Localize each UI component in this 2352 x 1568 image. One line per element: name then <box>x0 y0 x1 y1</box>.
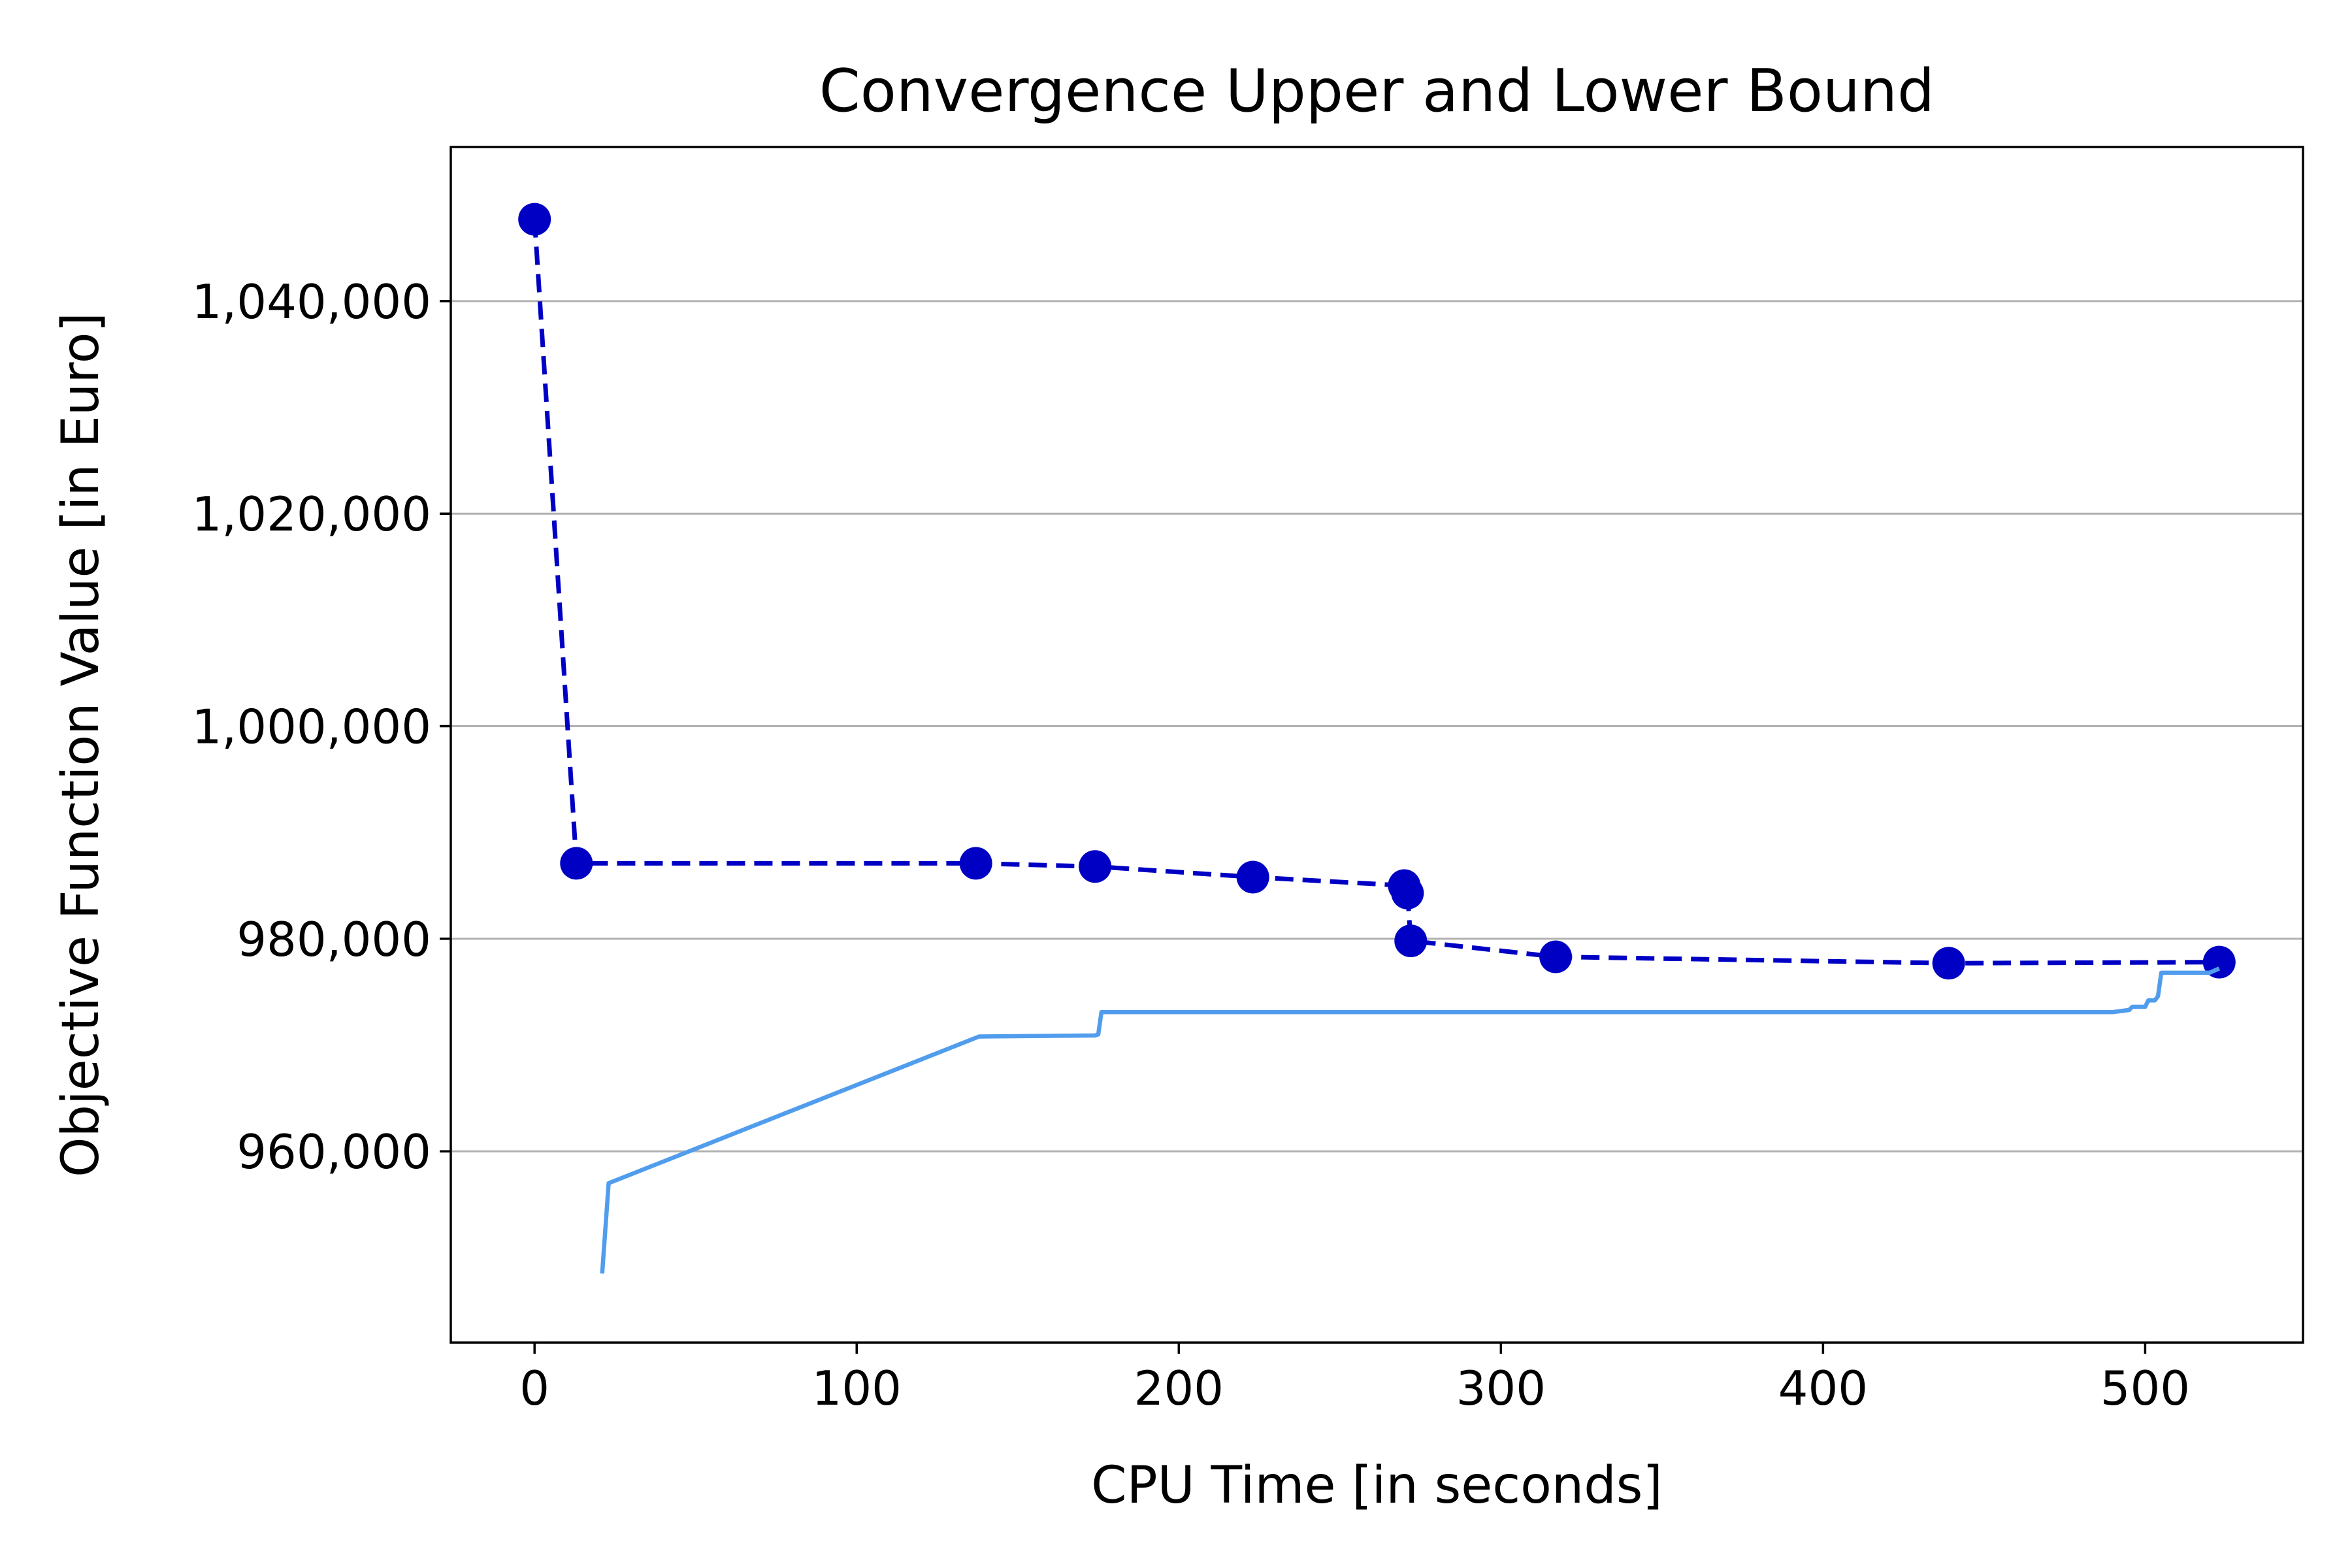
y-axis-label: Objective Function Value [in Euro] <box>52 312 110 1177</box>
upper-bound-point <box>1236 860 1269 894</box>
x-tick-label: 500 <box>2100 1361 2190 1416</box>
upper-bound-line <box>532 219 2219 966</box>
x-axis-label: CPU Time [in seconds] <box>1091 1456 1663 1515</box>
upper-bound-point <box>518 203 551 236</box>
x-tick-label: 300 <box>1456 1361 1546 1416</box>
y-tick-label: 980,000 <box>237 912 431 967</box>
upper-bound-point <box>1932 947 1965 980</box>
y-tick-label: 960,000 <box>237 1124 431 1179</box>
axis-ticks: 960,000 980,000 1,000,000 1,020,000 1,040,00… <box>192 274 2191 1416</box>
series-layer <box>518 203 2236 1274</box>
gridlines <box>451 300 2303 1152</box>
y-tick-label: 1,040,000 <box>192 274 431 329</box>
upper-bound-point <box>1394 924 1428 958</box>
chart-title: Convergence Upper and Lower Bound <box>819 57 1935 125</box>
upper-bound-point <box>959 847 992 880</box>
x-tick-label: 0 <box>519 1361 549 1416</box>
upper-bound-point <box>1391 876 1424 909</box>
plot-area-frame <box>449 146 2304 1344</box>
upper-bound-point <box>1079 850 1112 883</box>
y-tick-label: 1,000,000 <box>192 700 431 755</box>
x-tick-label: 200 <box>1134 1361 1224 1416</box>
upper-bound-point <box>560 847 593 880</box>
lower-bound-line <box>600 966 2221 1274</box>
x-tick-label: 400 <box>1778 1361 1868 1416</box>
y-tick-label: 1,020,000 <box>192 487 431 542</box>
x-tick-label: 100 <box>812 1361 902 1416</box>
upper-bound-point <box>1539 940 1573 973</box>
